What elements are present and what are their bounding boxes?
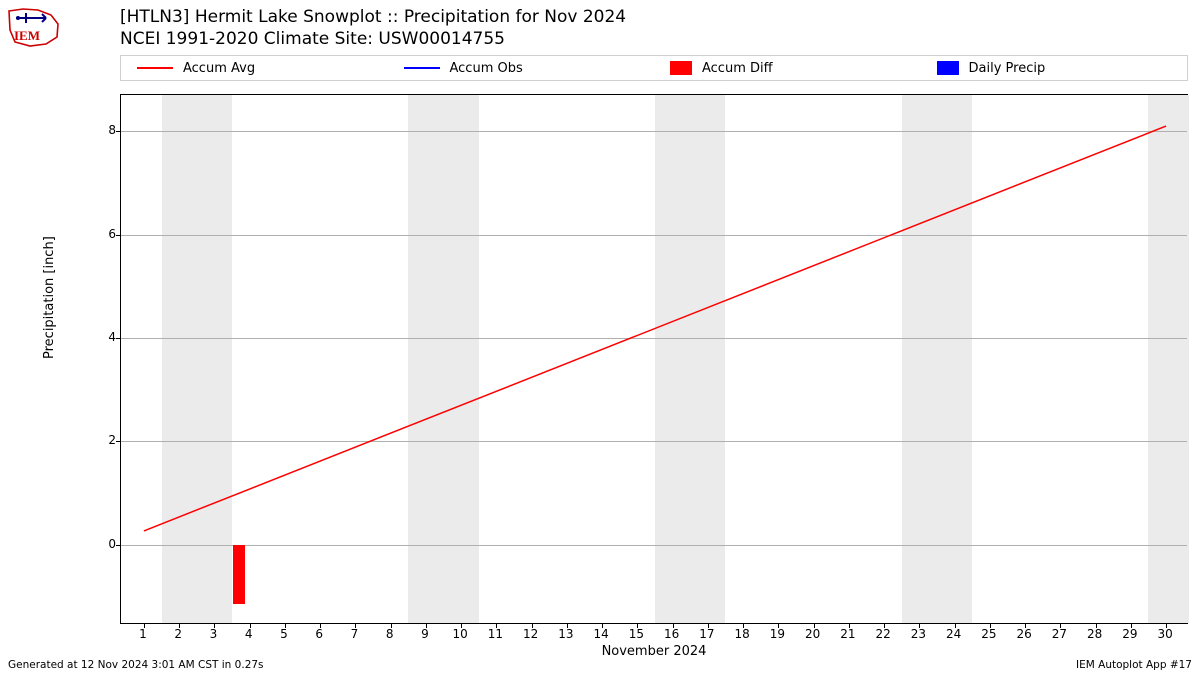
legend-label: Accum Diff: [702, 61, 773, 76]
line-accum_avg: [144, 126, 1166, 531]
footer-app: IEM Autoplot App #17: [1076, 659, 1192, 671]
legend-rect-swatch: [670, 61, 692, 75]
x-tick-label: 2: [174, 627, 182, 641]
x-tick-label: 4: [245, 627, 253, 641]
iem-logo-icon: IEM: [6, 4, 62, 50]
y-tick-label: 0: [108, 537, 116, 551]
y-tick-label: 2: [108, 433, 116, 447]
x-tick-label: 7: [351, 627, 359, 641]
x-tick-label: 26: [1016, 627, 1031, 641]
plot-area: [120, 94, 1188, 624]
x-tick-label: 3: [210, 627, 218, 641]
x-tick-label: 21: [840, 627, 855, 641]
x-tick-label: 25: [981, 627, 996, 641]
x-tick-label: 18: [734, 627, 749, 641]
x-tick-label: 23: [911, 627, 926, 641]
x-tick-label: 20: [805, 627, 820, 641]
chart-title: [HTLN3] Hermit Lake Snowplot :: Precipit…: [120, 6, 626, 50]
legend-item: Accum Diff: [654, 61, 921, 76]
legend-label: Accum Obs: [450, 61, 523, 76]
x-tick-label: 5: [280, 627, 288, 641]
title-line-1: [HTLN3] Hermit Lake Snowplot :: Precipit…: [120, 6, 626, 28]
legend-line-swatch: [404, 67, 440, 69]
x-tick-label: 22: [875, 627, 890, 641]
legend-item: Accum Obs: [388, 61, 655, 76]
x-tick-label: 12: [523, 627, 538, 641]
x-tick-label: 10: [452, 627, 467, 641]
y-tick-label: 6: [108, 227, 116, 241]
x-tick-label: 28: [1087, 627, 1102, 641]
svg-text:IEM: IEM: [14, 28, 40, 43]
x-tick-label: 13: [558, 627, 573, 641]
y-tick-label: 8: [108, 123, 116, 137]
legend: Accum Avg Accum Obs Accum Diff Daily Precip: [120, 55, 1188, 81]
y-tick-label: 4: [108, 330, 116, 344]
y-axis-label: Precipitation [inch]: [42, 236, 57, 359]
footer-generated: Generated at 12 Nov 2024 3:01 AM CST in …: [8, 659, 264, 671]
x-tick-label: 6: [315, 627, 323, 641]
x-tick-label: 27: [1052, 627, 1067, 641]
legend-label: Accum Avg: [183, 61, 255, 76]
x-tick-label: 17: [699, 627, 714, 641]
x-tick-label: 8: [386, 627, 394, 641]
x-tick-label: 19: [770, 627, 785, 641]
legend-line-swatch: [137, 67, 173, 69]
series-layer: [121, 95, 1189, 625]
x-tick-label: 24: [946, 627, 961, 641]
x-axis-label: November 2024: [120, 644, 1188, 659]
x-tick-label: 14: [593, 627, 608, 641]
legend-label: Daily Precip: [969, 61, 1046, 76]
legend-rect-swatch: [937, 61, 959, 75]
x-tick-label: 30: [1157, 627, 1172, 641]
title-line-2: NCEI 1991-2020 Climate Site: USW00014755: [120, 28, 626, 50]
x-tick-label: 16: [664, 627, 679, 641]
x-tick-label: 29: [1122, 627, 1137, 641]
x-tick-label: 1: [139, 627, 147, 641]
legend-item: Accum Avg: [121, 61, 388, 76]
legend-item: Daily Precip: [921, 61, 1188, 76]
x-tick-label: 11: [488, 627, 503, 641]
x-tick-label: 15: [629, 627, 644, 641]
x-tick-label: 9: [421, 627, 429, 641]
